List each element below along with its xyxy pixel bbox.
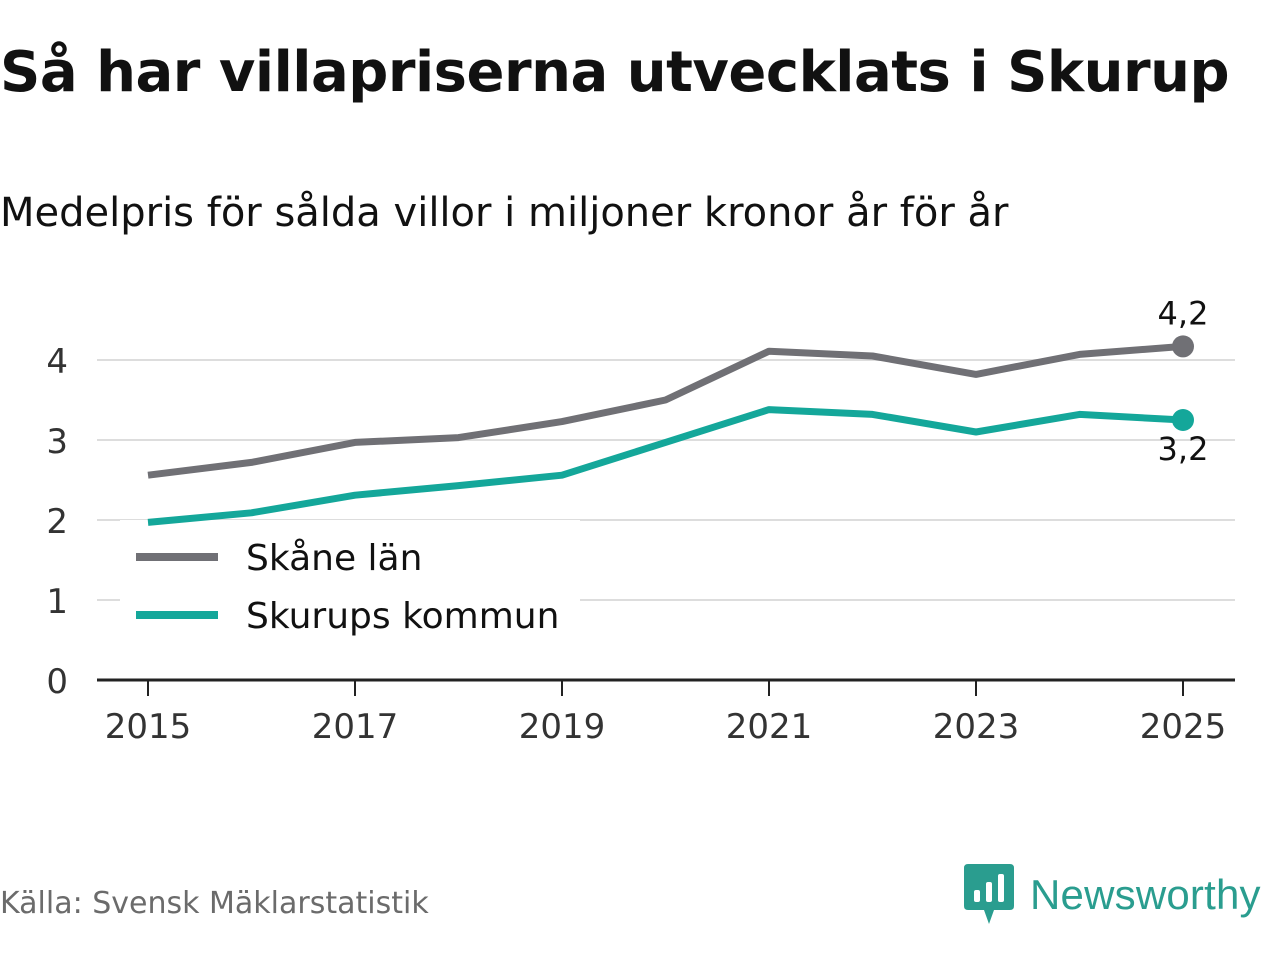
x-tick-label: 2021 xyxy=(726,707,813,747)
x-axis: 2015 2017 2019 2021 2023 2025 xyxy=(97,678,1235,747)
end-label-skane-lan: 4,2 xyxy=(1158,294,1209,332)
brand-logo: Newsworthy xyxy=(964,864,1261,926)
line-chart: 0 1 2 3 4 2015 2017 2019 2021 2023 2025 Skåne län… xyxy=(46,294,1235,747)
series-line-skurups-kommun xyxy=(147,406,1184,526)
series-line-skane-lan xyxy=(147,342,1184,479)
y-axis-tick-labels: 0 1 2 3 4 xyxy=(46,342,68,702)
y-tick-label: 0 xyxy=(46,662,68,702)
legend-background xyxy=(120,520,580,642)
newsworthy-logo-icon xyxy=(964,864,1014,924)
series-lines: 4,2 3,2 xyxy=(147,294,1209,526)
legend-label-skurups-kommun: Skurups kommun xyxy=(246,596,559,637)
x-tick-label: 2023 xyxy=(933,707,1020,747)
legend: Skåne län Skurups kommun xyxy=(120,520,580,642)
source-note: Källa: Svensk Mäklarstatistik xyxy=(0,886,429,921)
x-tick-label: 2019 xyxy=(519,707,606,747)
end-label-skurups-kommun: 3,2 xyxy=(1158,430,1209,468)
brand-name: Newsworthy xyxy=(1030,871,1261,918)
x-tick-label: 2017 xyxy=(312,707,399,747)
legend-label-skane-lan: Skåne län xyxy=(246,538,422,579)
chart-title: Så har villapriserna utvecklats i Skurup xyxy=(0,40,1230,105)
x-tick-label: 2015 xyxy=(105,707,192,747)
y-tick-label: 3 xyxy=(46,422,68,462)
y-tick-label: 2 xyxy=(46,502,68,542)
y-tick-label: 1 xyxy=(46,582,68,622)
x-tick-label: 2025 xyxy=(1140,707,1227,747)
end-marker-skurups-kommun xyxy=(1172,409,1194,431)
end-marker-skane-lan xyxy=(1172,335,1194,358)
chart-subtitle: Medelpris för sålda villor i miljoner kr… xyxy=(0,190,1009,236)
y-tick-label: 4 xyxy=(46,342,68,382)
